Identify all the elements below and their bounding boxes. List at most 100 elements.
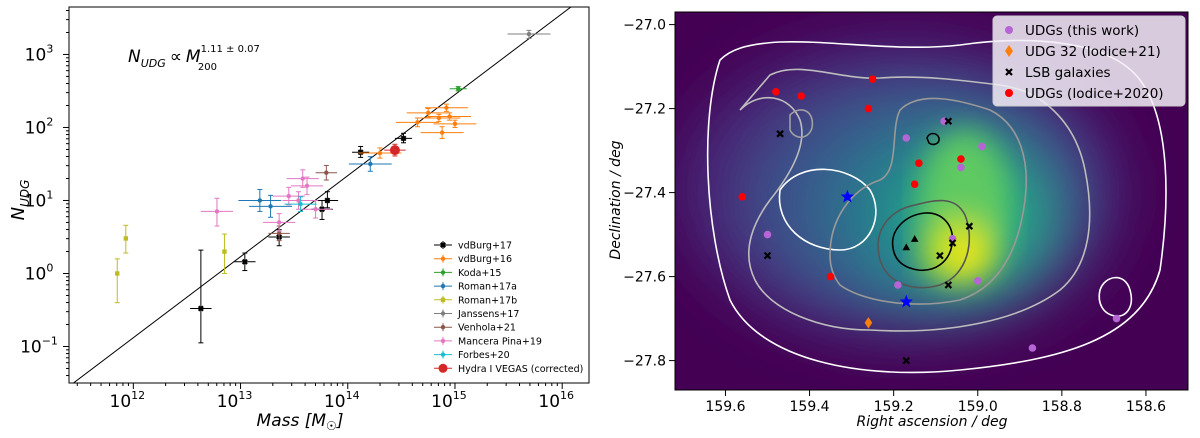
legend-label: Roman+17b [458,295,517,306]
data-point [313,207,318,212]
left-x-axis-title: Mass [M☉] [257,411,344,433]
right-legend: UDGs (this work) UDG 32 (Iodice+21) LSB ga… [992,15,1186,107]
data-point [304,183,310,189]
data-point [296,198,301,203]
data-point [944,117,953,125]
data-point [241,258,248,265]
x-tick-label: 159.2 [874,399,914,415]
y-tick-label: −27.2 [623,102,666,118]
data-point [902,243,911,251]
data-point [300,176,305,181]
x-tick-label: 1015 [431,389,467,412]
data-point [389,145,400,156]
legend-marker [1005,68,1013,76]
data-point [115,271,120,276]
data-point [377,150,383,156]
data-point [276,231,282,236]
data-point [222,249,227,254]
data-point [763,230,772,239]
right-plot-area [674,11,1189,391]
legend-label: Mancera Pina+19 [458,336,542,347]
data-point [1028,344,1037,352]
data-point [776,130,784,138]
data-point [268,204,273,209]
legend-label: Koda+15 [458,268,501,279]
data-point [826,272,835,281]
data-point [197,305,204,312]
x-tick-label: 159.4 [790,399,830,415]
data-point [957,155,965,163]
legend-marker [440,283,446,289]
legend-box [992,15,1186,107]
data-point [214,209,220,214]
legend-marker [440,242,446,248]
data-point [965,222,974,230]
data-point [1112,314,1121,323]
data-point [357,149,364,156]
x-tick-label: 159.6 [705,399,745,415]
data-point [948,239,957,247]
right-y-axis-title: Declination / deg [608,140,624,259]
data-point [910,180,919,188]
data-point [444,105,449,110]
legend-label: Forbes+20 [458,350,510,361]
legend-marker [440,311,446,316]
legend-marker [1005,89,1013,97]
x-tick-label: 1013 [217,389,253,412]
left-legend: vdBurg+17 vdBurg+16 Koda+15 Roman+17a Roman+… [434,241,583,375]
legend-label: UDGs (this work) [1025,23,1139,39]
legend-label: UDG 32 (Iodice+21) [1025,44,1161,60]
data-point [915,159,923,167]
legend-label: Hydra I VEGAS (corrected) [458,364,583,375]
data-point [899,294,913,308]
right-x-axis-title: Right ascension / deg [857,414,1008,430]
data-point [902,134,911,142]
data-point [944,281,953,289]
legend-label: UDGs (Iodice+2020) [1025,86,1164,102]
legend-marker [1005,26,1013,34]
x-tick-label: 1012 [110,389,146,412]
data-point [973,277,982,285]
data-point [425,110,431,116]
data-point [526,31,532,37]
data-point [123,236,129,241]
data-point [368,161,373,167]
y-tick-label: 101 [25,188,54,211]
data-point [840,189,855,203]
data-point [797,92,805,100]
x-tick-label: 159.0 [958,399,998,415]
y-tick-label: 100 [25,261,54,284]
data-point [298,201,303,207]
data-point [868,75,877,83]
x-tick-label: 1016 [538,389,574,412]
y-tick-label: 10−1 [20,334,58,357]
data-point [910,235,919,242]
data-point [978,142,986,151]
y-tick-label: −27.6 [623,270,666,286]
data-point [415,120,420,125]
density-map [675,12,1188,390]
legend-marker [440,297,446,302]
right-panel: 159.6 159.4 159.2 159.0 158.8 158.6 −27.0 −27.2… [608,11,1189,430]
legend-marker [438,363,448,373]
data-point [864,104,873,113]
y-tick-label: −27.0 [623,18,666,34]
left-annotation: NUDG ∝ M1.11 ± 0.07 200 [128,44,260,73]
legend-marker [440,256,446,261]
data-point [324,170,329,175]
data-point [439,130,445,135]
data-point [894,281,902,289]
data-point [772,88,780,96]
data-point [452,121,458,127]
x-tick-label: 1014 [324,389,360,412]
legend-label: Janssens+17 [457,309,519,320]
density-contours [706,39,1167,374]
legend-label: LSB galaxies [1025,65,1111,81]
legend-marker [440,325,446,330]
legend-label: vdBurg+17 [458,241,512,252]
data-point [763,251,772,260]
legend-label: vdBurg+16 [458,254,512,265]
legend-marker [440,338,446,344]
legend-marker [1005,45,1013,57]
